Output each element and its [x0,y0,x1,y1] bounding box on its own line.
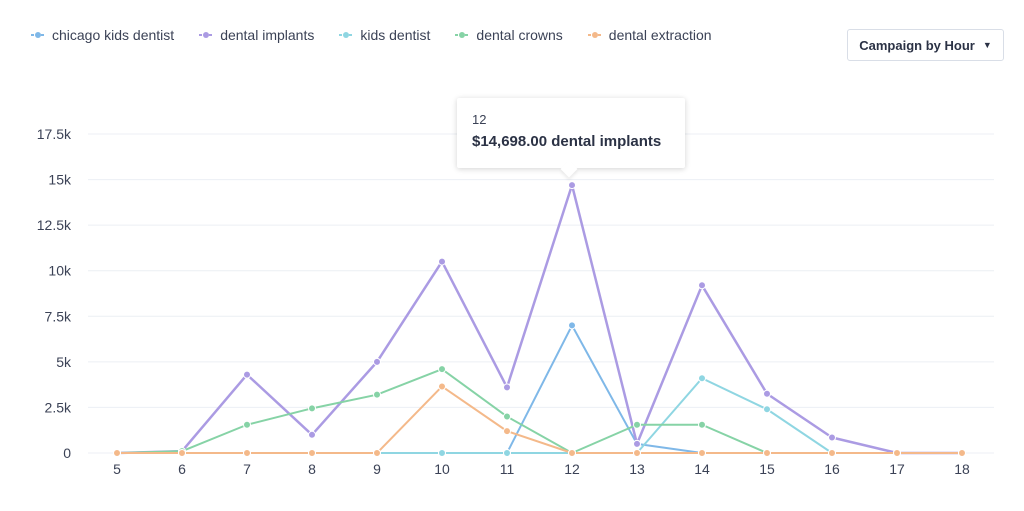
x-tick-label: 5 [113,461,121,477]
x-tick-label: 6 [178,461,186,477]
data-point-dental-implants [308,430,316,439]
data-point-dental-extraction [438,382,446,391]
caret-down-icon: ▼ [982,40,992,50]
series-line-dental-implants [116,183,962,455]
y-tick-label: 0 [63,445,71,461]
legend-label: kids dentist [360,27,431,43]
y-tick-label: 12.5k [37,217,72,233]
series-line-dental-crowns [116,368,962,454]
x-tick-label: 16 [824,461,840,477]
data-point-dental-crowns [503,412,511,421]
x-tick-label: 17 [889,461,905,477]
data-point-kids-dentist [698,374,706,383]
data-point-dental-extraction [178,449,186,457]
data-point-dental-extraction [568,449,576,457]
data-point-dental-extraction [113,449,121,457]
series-line-dental-extraction [117,385,962,454]
y-tick-label: 15k [48,172,72,188]
legend-item-dental-crowns[interactable]: dental crowns [454,27,563,43]
x-tick-label: 13 [629,461,645,477]
x-tick-label: 12 [564,461,580,477]
legend-marker-icon [455,32,470,38]
data-point-kids-dentist [438,449,446,457]
tooltip-value: $14,698.00 dental implants [472,133,662,150]
data-point-dental-implants [568,181,576,190]
data-point-dental-implants [633,439,641,448]
legend-item-kids-dentist[interactable]: kids dentist [338,27,430,43]
legend-item-dental-extraction[interactable]: dental extraction [587,27,712,43]
legend-label: dental implants [220,27,315,43]
legend-marker-icon [199,32,214,38]
x-tick-label: 14 [694,461,710,477]
chart-legend: chicago kids dentist dental implants kid… [30,27,712,43]
x-tick-label: 15 [759,461,775,477]
data-point-dental-extraction [243,449,251,457]
campaign-by-hour-dropdown[interactable]: Campaign by Hour ▼ [847,29,1004,61]
data-point-dental-crowns [373,390,381,399]
y-tick-label: 5k [56,354,72,370]
x-tick-label: 9 [373,461,381,477]
data-point-dental-extraction [958,449,966,457]
y-tick-label: 10k [48,263,72,279]
x-tick-label: 11 [500,461,515,477]
data-point-dental-extraction [763,449,771,457]
data-point-dental-implants [503,383,511,392]
x-tick-label: 7 [243,461,251,477]
data-point-dental-extraction [308,449,316,457]
data-point-dental-implants [828,433,836,442]
data-point-dental-crowns [243,420,251,429]
x-tick-label: 18 [954,461,970,477]
campaign-dropdown-label: Campaign by Hour [859,37,975,53]
data-point-dental-extraction [633,449,641,457]
x-tick-label: 8 [308,461,316,477]
data-point-dental-extraction [698,449,706,457]
data-point-chicago-kids-dentist [568,321,576,330]
data-point-dental-implants [438,257,446,266]
legend-item-dental-implants[interactable]: dental implants [198,27,314,43]
data-point-dental-implants [243,370,251,379]
legend-label: dental extraction [608,27,712,43]
data-point-kids-dentist [503,449,511,457]
chart-tooltip: 12 $14,698.00 dental implants [457,98,685,168]
legend-label: chicago kids dentist [52,27,175,43]
data-point-kids-dentist [763,405,771,414]
data-point-dental-extraction [828,449,836,457]
data-point-dental-extraction [503,427,511,436]
data-point-dental-extraction [373,449,381,457]
data-point-dental-crowns [308,404,316,413]
y-tick-label: 7.5k [45,308,72,324]
tooltip-x-value: 12 [472,112,487,127]
data-point-dental-crowns [633,420,641,429]
data-point-dental-crowns [438,365,446,374]
legend-marker-icon [339,32,354,38]
y-tick-label: 2.5k [45,399,72,415]
data-point-dental-implants [763,389,771,398]
data-point-dental-crowns [698,420,706,429]
legend-label: dental crowns [476,27,563,43]
data-point-dental-implants [698,281,706,290]
legend-marker-icon [31,32,45,38]
legend-marker-icon [587,32,602,38]
data-point-dental-implants [373,357,381,366]
legend-item-chicago-kids-dentist[interactable]: chicago kids dentist [30,27,174,43]
data-point-dental-extraction [893,449,901,457]
x-tick-label: 10 [434,461,450,477]
y-tick-label: 17.5k [37,126,72,142]
